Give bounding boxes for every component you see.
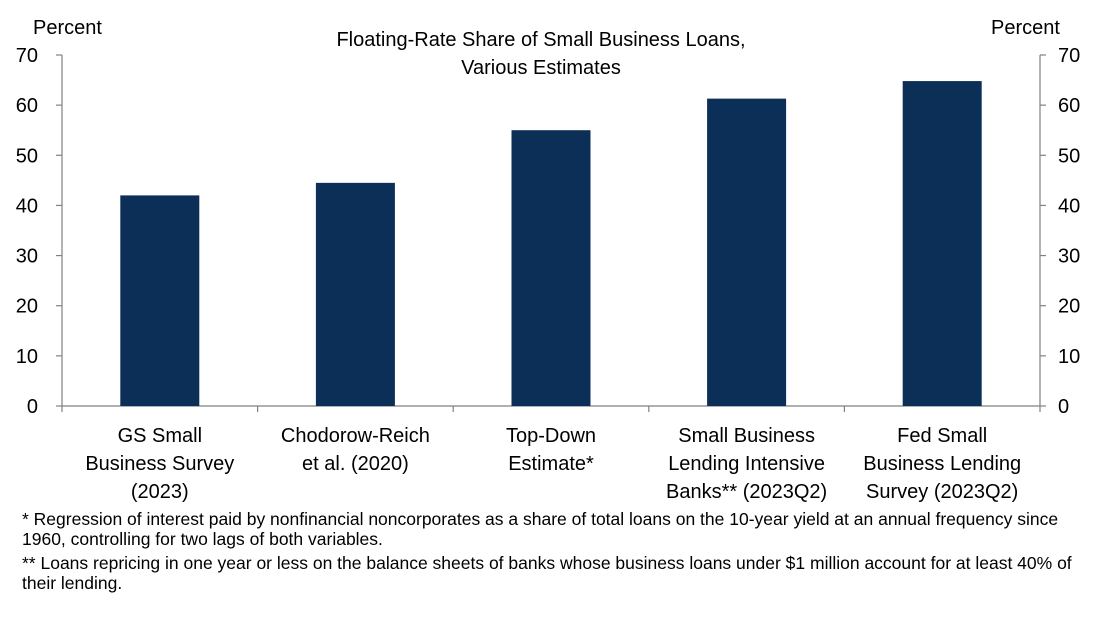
x-category-label: (2023) [131, 481, 189, 503]
y-tick-label-left: 30 [16, 246, 38, 268]
bar [315, 182, 395, 406]
x-category-label: Business Survey [85, 453, 234, 475]
chart-bars [120, 81, 982, 407]
footnote-loans-repricing: ** Loans repricing in one year or less o… [22, 553, 1072, 593]
footnotes: * Regression of interest paid by nonfina… [22, 509, 1092, 597]
y-tick-label-left: 10 [16, 346, 38, 368]
y-tick-label-left: 50 [16, 145, 38, 167]
x-category-label: Survey (2023Q2) [866, 481, 1018, 503]
x-category-label: Estimate* [508, 453, 594, 475]
y-tick-label-left: 0 [27, 396, 38, 418]
y-tick-label-right: 60 [1058, 95, 1080, 117]
chart-title: Floating-Rate Share of Small Business Lo… [336, 29, 745, 51]
y-tick-label-right: 40 [1058, 195, 1080, 217]
y-tick-label-right: 50 [1058, 145, 1080, 167]
y-tick-label-right: 10 [1058, 346, 1080, 368]
y-tick-label-right: 30 [1058, 246, 1080, 268]
y-tick-label-left: 20 [16, 296, 38, 318]
x-category-label: GS Small [118, 425, 202, 447]
x-category-label: Top-Down [506, 425, 596, 447]
chart-labels: 0 0 10 10 20 20 30 30 40 40 50 50 60 60 70 70 GS Small Bu… [16, 17, 1081, 503]
x-category-label: Lending Intensive [668, 453, 825, 475]
bar [707, 98, 787, 407]
y-tick-label-right: 0 [1058, 396, 1069, 418]
bar [902, 81, 982, 407]
chart-title: Various Estimates [461, 57, 621, 79]
bar [511, 130, 591, 406]
footnote-regression: * Regression of interest paid by nonfina… [22, 509, 1059, 549]
y-tick-label-right: 70 [1058, 45, 1080, 67]
x-category-label: et al. (2020) [302, 453, 409, 475]
y-tick-label-left: 40 [16, 195, 38, 217]
x-category-label: Chodorow-Reich [281, 425, 430, 447]
x-category-label: Small Business [678, 425, 815, 447]
bar [120, 195, 200, 406]
y-axis-label-left: Percent [33, 17, 102, 39]
x-category-label: Banks** (2023Q2) [666, 481, 827, 503]
y-axis-label-right: Percent [991, 17, 1060, 39]
x-category-label: Business Lending [863, 453, 1021, 475]
y-tick-label-right: 20 [1058, 296, 1080, 318]
y-tick-label-left: 60 [16, 95, 38, 117]
y-tick-label-left: 70 [16, 45, 38, 67]
x-category-label: Fed Small [897, 425, 987, 447]
bar-chart: 0 0 10 10 20 20 30 30 40 40 50 50 60 60 70 70 GS Small Bu… [16, 17, 1081, 503]
